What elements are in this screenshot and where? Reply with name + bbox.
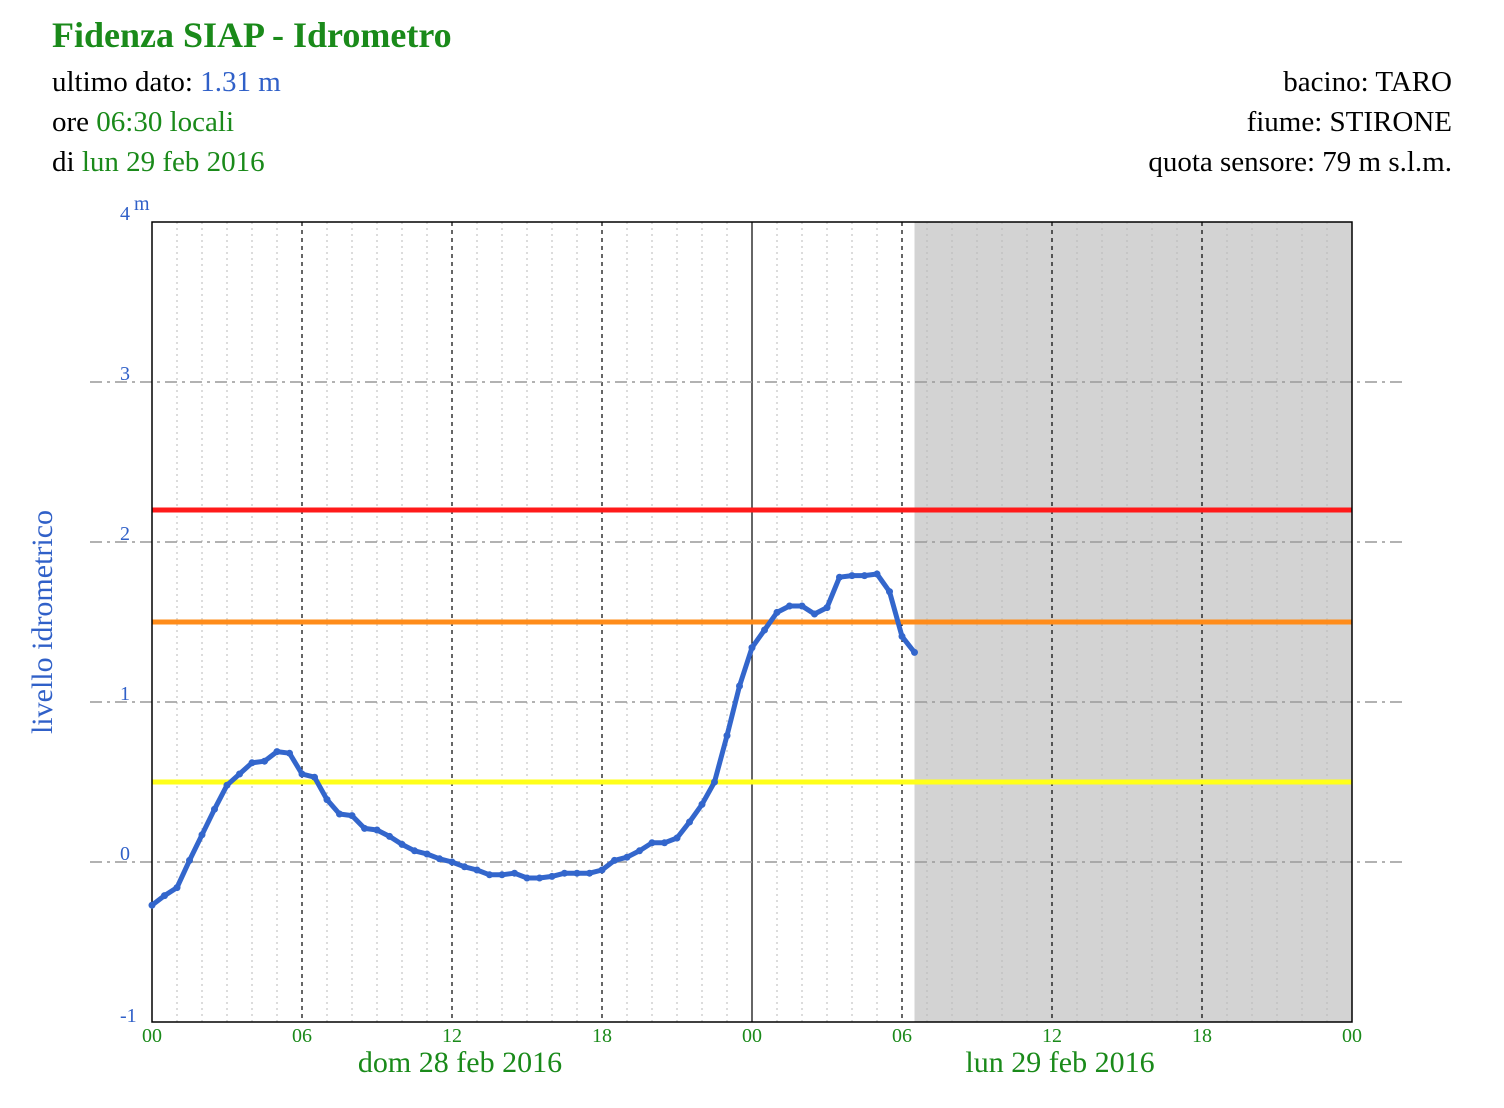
- data-point: [623, 853, 631, 861]
- y-tick-label: -1: [120, 1005, 137, 1027]
- data-point: [673, 834, 681, 842]
- data-point: [236, 770, 243, 778]
- latest-time-label: ore: [52, 106, 90, 138]
- data-point: [823, 604, 831, 612]
- data-point: [386, 832, 393, 840]
- y-tick-label: 0: [120, 843, 130, 865]
- data-point: [511, 869, 518, 877]
- x-tick-label: 12: [442, 1025, 462, 1047]
- data-point: [711, 778, 718, 786]
- y-tick-label: 4: [120, 203, 130, 225]
- data-point: [336, 810, 343, 818]
- data-point: [736, 682, 743, 690]
- data-point: [861, 572, 868, 580]
- data-point: [911, 648, 918, 656]
- data-point: [448, 858, 456, 866]
- data-point: [848, 572, 856, 580]
- data-point: [398, 840, 406, 848]
- data-point: [423, 850, 431, 858]
- data-point: [211, 805, 218, 813]
- data-point: [148, 901, 156, 909]
- latest-time: 06:30 locali: [96, 106, 235, 138]
- page-title: Fidenza SIAP - Idrometro: [52, 15, 452, 55]
- data-point: [473, 866, 481, 874]
- y-tick-label: 1: [120, 683, 130, 705]
- data-point: [611, 856, 618, 864]
- data-point: [648, 839, 656, 847]
- data-point: [373, 826, 381, 834]
- data-point: [898, 632, 906, 640]
- data-point: [636, 847, 643, 855]
- data-point: [786, 602, 793, 610]
- data-point: [361, 824, 368, 832]
- data-point: [348, 812, 356, 820]
- basin-info: bacino: TARO: [1283, 66, 1452, 98]
- sensor-altitude-info: quota sensore: 79 m s.l.m.: [1148, 146, 1452, 178]
- x-tick-label: 18: [1192, 1025, 1212, 1047]
- data-point: [886, 588, 893, 596]
- y-tick-label: 3: [120, 363, 130, 385]
- river-info: fiume: STIRONE: [1246, 106, 1452, 138]
- data-point: [536, 874, 543, 882]
- y-tick-label: 2: [120, 523, 130, 545]
- x-tick-label: 00: [1342, 1025, 1362, 1047]
- data-point: [686, 818, 693, 826]
- data-point: [273, 748, 281, 756]
- data-point: [486, 871, 493, 879]
- data-point: [298, 770, 306, 778]
- data-point: [873, 570, 881, 578]
- data-point: [323, 796, 331, 804]
- data-point: [186, 856, 193, 864]
- x-tick-label: 12: [1042, 1025, 1062, 1047]
- data-point: [811, 610, 818, 618]
- data-point: [573, 869, 581, 877]
- data-point: [598, 866, 606, 874]
- data-point: [248, 759, 256, 767]
- data-point: [548, 872, 556, 880]
- data-point: [586, 869, 593, 877]
- station-info-panel: bacino: TARO fiume: STIRONE quota sensor…: [1148, 62, 1452, 182]
- plot-frame: [151, 221, 1353, 1023]
- data-point: [661, 839, 668, 847]
- x-tick-label: 06: [292, 1025, 312, 1047]
- data-point: [798, 602, 806, 610]
- data-point: [411, 847, 418, 855]
- data-point: [523, 874, 531, 882]
- latest-date-line: di lun 29 feb 2016: [52, 142, 281, 182]
- latest-value: 1.31 m: [200, 66, 281, 98]
- x-day-label: dom 28 feb 2016: [358, 1046, 562, 1079]
- y-unit-label: m: [134, 193, 150, 215]
- latest-value-line: ultimo dato: 1.31 m: [52, 62, 281, 102]
- latest-value-label: ultimo dato:: [52, 66, 193, 98]
- data-point: [561, 869, 568, 877]
- data-point: [836, 573, 843, 581]
- data-point: [311, 773, 318, 781]
- latest-time-line: ore 06:30 locali: [52, 102, 281, 142]
- x-tick-label: 00: [742, 1025, 762, 1047]
- data-point: [461, 863, 468, 871]
- data-point: [286, 749, 293, 757]
- data-point: [723, 732, 731, 740]
- data-point: [173, 884, 181, 892]
- x-tick-label: 00: [142, 1025, 162, 1047]
- data-point: [748, 644, 756, 652]
- latest-date: lun 29 feb 2016: [81, 146, 265, 178]
- data-point: [498, 871, 506, 879]
- data-point: [773, 608, 781, 616]
- data-point: [223, 781, 231, 789]
- x-day-label: lun 29 feb 2016: [965, 1046, 1154, 1079]
- data-point: [161, 892, 168, 900]
- x-tick-label: 06: [892, 1025, 912, 1047]
- data-point: [198, 831, 206, 839]
- latest-date-label: di: [52, 146, 75, 178]
- data-point: [698, 800, 706, 808]
- latest-reading-panel: ultimo dato: 1.31 m ore 06:30 locali di …: [52, 62, 281, 182]
- data-point: [761, 626, 768, 634]
- y-axis-title: livello idrometrico: [26, 510, 59, 734]
- x-tick-label: 18: [592, 1025, 612, 1047]
- data-point: [436, 855, 443, 863]
- data-point: [261, 757, 268, 765]
